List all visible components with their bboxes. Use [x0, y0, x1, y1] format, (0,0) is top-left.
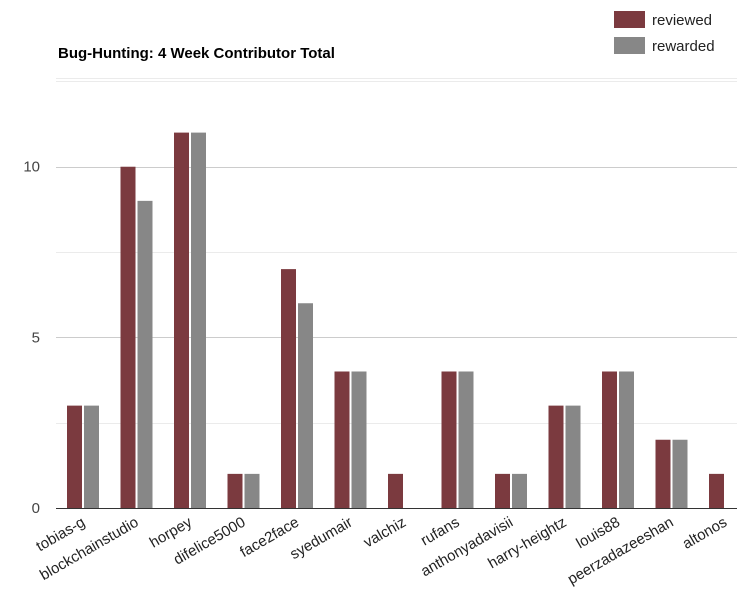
bar-reviewed-tobias-g[interactable] [67, 405, 82, 508]
legend: reviewed rewarded [614, 11, 715, 55]
legend-swatch-rewarded [614, 37, 645, 54]
bar-rewarded-blockchainstudio[interactable] [137, 200, 153, 508]
bar-rewarded-peerzadazeeshan[interactable] [672, 439, 688, 508]
chart-title: Bug-Hunting: 4 Week Contributor Total [58, 45, 335, 62]
bar-rewarded-harry-heightz[interactable] [565, 405, 581, 508]
bar-reviewed-blockchainstudio[interactable] [120, 166, 136, 508]
bars [67, 132, 724, 508]
bar-rewarded-tobias-g[interactable] [84, 405, 99, 508]
x-tick-label: anthonyadavisii [418, 514, 516, 580]
bar-rewarded-difelice5000[interactable] [244, 473, 260, 508]
bar-rewarded-face2face[interactable] [298, 303, 313, 508]
bar-rewarded-louis88[interactable] [619, 371, 634, 508]
legend-label-rewarded: rewarded [652, 38, 715, 55]
gridlines [56, 78, 737, 509]
legend-swatch-reviewed [614, 11, 645, 28]
bar-reviewed-face2face[interactable] [281, 269, 296, 508]
legend-label-reviewed: reviewed [652, 12, 712, 29]
bar-rewarded-anthonyadavisii[interactable] [512, 473, 527, 508]
bar-reviewed-harry-heightz[interactable] [548, 405, 564, 508]
bar-reviewed-anthonyadavisii[interactable] [495, 473, 510, 508]
y-tick-label: 0 [32, 500, 40, 517]
x-tick-label: altonos [680, 514, 730, 553]
bar-reviewed-altonos[interactable] [709, 473, 724, 508]
bar-rewarded-rufans[interactable] [458, 371, 474, 508]
bar-reviewed-louis88[interactable] [602, 371, 617, 508]
bar-reviewed-difelice5000[interactable] [227, 473, 243, 508]
y-tick-label: 10 [23, 159, 40, 176]
bar-reviewed-rufans[interactable] [441, 371, 457, 508]
y-axis-ticks: 0 5 10 [23, 159, 40, 517]
bar-rewarded-horpey[interactable] [191, 132, 206, 508]
bar-reviewed-valchiz[interactable] [388, 473, 403, 508]
bar-reviewed-peerzadazeeshan[interactable] [655, 439, 671, 508]
x-tick-label: valchiz [361, 514, 409, 552]
y-tick-label: 5 [32, 329, 40, 346]
bar-rewarded-syedumair[interactable] [351, 371, 367, 508]
bar-reviewed-horpey[interactable] [174, 132, 189, 508]
bar-reviewed-syedumair[interactable] [334, 371, 350, 508]
